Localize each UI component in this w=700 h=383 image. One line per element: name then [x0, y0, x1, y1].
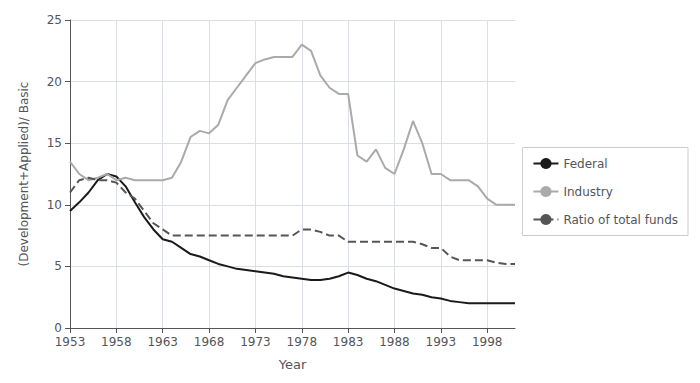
svg-text:5: 5	[54, 259, 62, 273]
svg-text:0: 0	[54, 321, 62, 335]
svg-text:Ratio of total funds: Ratio of total funds	[563, 213, 678, 227]
svg-text:1983: 1983	[333, 335, 364, 349]
svg-text:Industry: Industry	[563, 185, 612, 199]
svg-text:15: 15	[47, 136, 62, 150]
svg-text:1993: 1993	[426, 335, 457, 349]
svg-text:1998: 1998	[472, 335, 503, 349]
svg-text:1988: 1988	[379, 335, 410, 349]
svg-text:1953: 1953	[55, 335, 86, 349]
svg-text:1958: 1958	[101, 335, 132, 349]
svg-text:1968: 1968	[194, 335, 225, 349]
svg-text:1963: 1963	[147, 335, 178, 349]
svg-text:Federal: Federal	[563, 157, 607, 171]
svg-text:10: 10	[47, 198, 62, 212]
svg-text:1973: 1973	[240, 335, 271, 349]
svg-text:(Development+Applied)/ Basic: (Development+Applied)/ Basic	[17, 82, 31, 267]
svg-text:Year: Year	[278, 357, 307, 372]
svg-text:25: 25	[47, 13, 62, 27]
svg-text:20: 20	[47, 75, 62, 89]
svg-text:1978: 1978	[286, 335, 317, 349]
